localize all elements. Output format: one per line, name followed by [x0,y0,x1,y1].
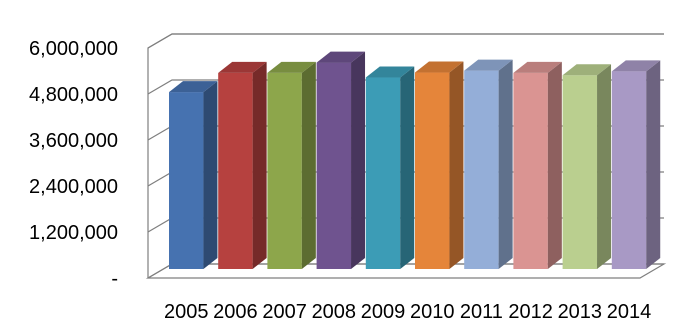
bar-front [611,71,647,269]
x-axis-ticks: 2005 2006 2007 2008 2009 2010 2011 2012 2013 2014 [164,301,651,323]
bar-top [316,51,366,63]
bar-side [252,61,267,269]
y-tick-label: 2,400,000 [29,176,118,198]
x-tick-label: 2005 [164,301,209,323]
x-tick-label: 2014 [607,301,652,323]
bar-side [498,59,513,269]
bar-top [218,61,267,73]
bar-front [464,70,499,269]
x-tick-label: 2007 [262,301,307,323]
x-tick-label: 2013 [558,301,603,323]
x-tick-label: 2010 [410,301,455,323]
bar-top [169,81,218,93]
bar-front [316,62,352,269]
bar-side [597,64,612,269]
bar-top [267,61,316,73]
bar-front [218,72,253,270]
bar-side [400,66,415,270]
bar-top [365,66,415,78]
y-tick-label: 6,000,000 [29,38,118,60]
bar-side [646,60,661,270]
x-tick-label: 2012 [508,301,553,323]
bar [316,51,366,269]
x-tick-label: 2006 [213,301,258,323]
bar-top [513,61,562,73]
y-axis-ticks: - 1,200,000 2,400,000 3,600,000 4,800,000 6,0… [29,38,118,290]
bar [513,61,562,270]
bar-side [351,51,366,269]
bar-front [267,72,302,270]
bar-side [449,61,464,270]
bars [169,51,661,270]
bar-top [562,64,612,76]
y-tick-label: - [111,268,118,290]
bar-front [365,77,401,270]
y-tick-label: 4,800,000 [29,84,118,106]
bar [218,61,267,270]
bar-top [611,60,661,72]
bar-top [464,59,513,71]
bar-side [547,61,562,269]
bar-front [513,72,548,270]
bar-front [562,75,598,269]
bar-top [415,61,464,73]
bar-front [169,92,204,269]
x-tick-label: 2009 [361,301,406,323]
bar [169,81,218,269]
y-tick-label: 3,600,000 [29,130,118,152]
x-tick-label: 2011 [460,301,503,323]
bar [267,61,316,270]
y-tick-label: 1,200,000 [29,222,118,244]
bar [562,64,612,269]
bar-side [301,61,316,269]
bar [611,60,661,270]
bar [415,61,464,270]
bar [464,59,513,269]
x-tick-label: 2008 [312,301,357,323]
bar-side [203,81,218,269]
gridline [147,33,664,49]
bar [365,66,415,270]
bar-front [415,72,450,270]
